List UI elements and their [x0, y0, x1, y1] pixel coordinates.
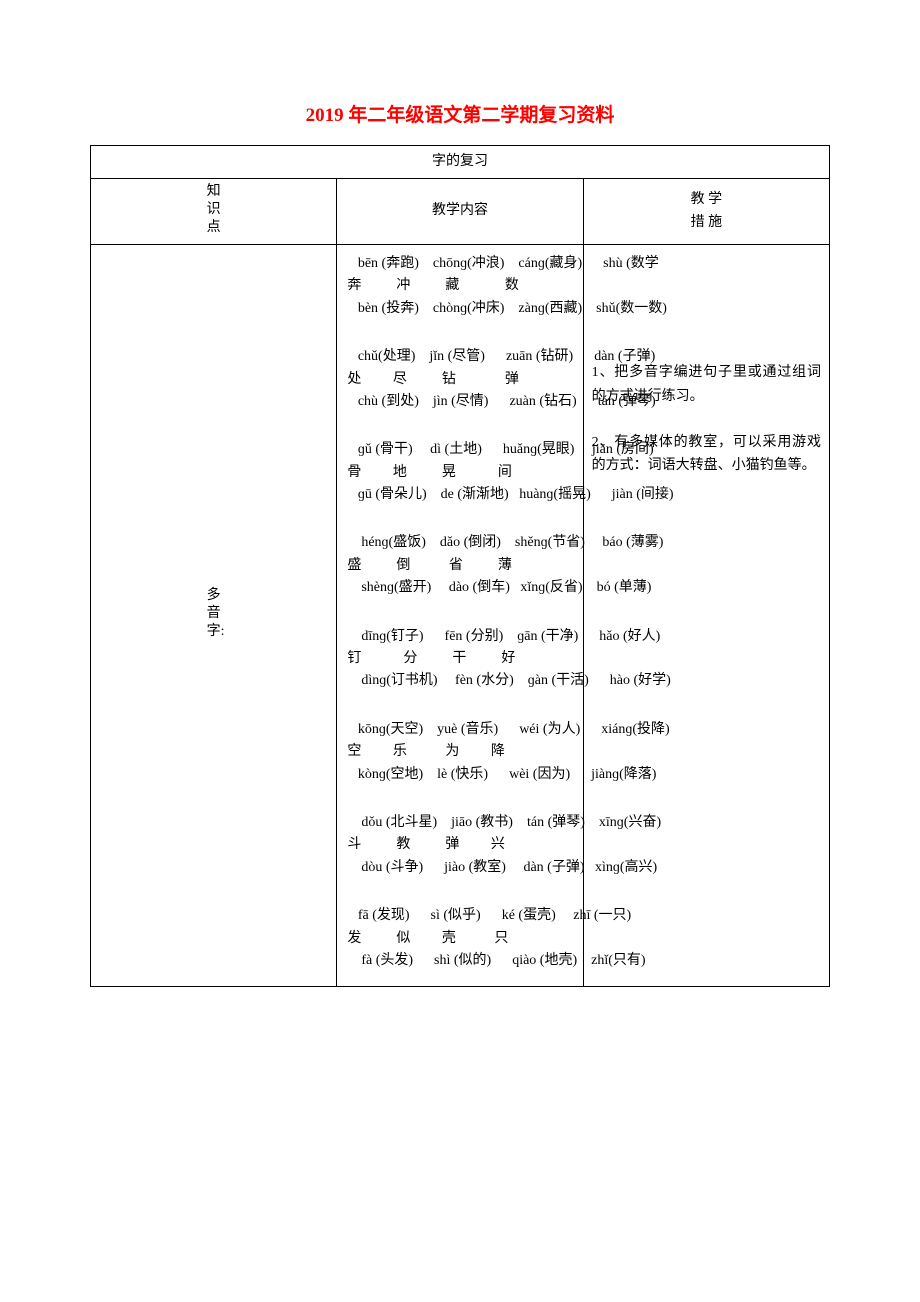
polyphone-group: fā (发现) sì (似乎) ké (蛋壳) zhī (一只)发 似 壳 只 …	[347, 905, 572, 972]
measure-paragraph: 1、把多音字编进句子里或通过组词的方式进行练习。	[592, 361, 821, 409]
col-header-content: 教学内容	[337, 178, 583, 244]
table-row: 多音字: bēn (奔跑) chōnɡ(冲浪) cánɡ(藏身) shù (数学…	[91, 244, 830, 986]
polyphone-group: kōnɡ(天空) yuè (音乐) wéi (为人) xiánɡ(投降)空 乐 …	[347, 719, 572, 786]
reading-line-top: hénɡ(盛饭) dǎo (倒闭) shěnɡ(节省) báo (薄雾)	[347, 532, 572, 554]
polyphone-group: dīnɡ(钉子) fēn (分别) ɡān (干净) hǎo (好人)钉 分 干…	[347, 626, 572, 693]
character-line: 发 似 壳 只	[347, 928, 572, 950]
section-header: 字的复习	[91, 146, 830, 179]
character-line: 奔 冲 藏 数	[347, 275, 572, 297]
reading-line-top: dǒu (北斗星) jiāo (教书) tán (弹琴) xīnɡ(兴奋)	[347, 812, 572, 834]
document-page: 2019 年二年级语文第二学期复习资料 字的复习 知识点 教学内容 教 学 措 …	[0, 0, 920, 1047]
reading-line-top: ɡǔ (骨干) dì (土地) huǎnɡ(晃眼) jiān (房间)	[347, 439, 572, 461]
col-header-right: 教 学 措 施	[583, 178, 829, 244]
reading-line-bottom: ɡū (骨朵儿) de (渐渐地) huànɡ(摇晃) jiàn (间接)	[347, 484, 572, 506]
reading-line-bottom: fà (头发) shì (似的) qiào (地壳) zhǐ(只有)	[347, 950, 572, 972]
character-line: 钉 分 干 好	[347, 648, 572, 670]
content-cell: bēn (奔跑) chōnɡ(冲浪) cánɡ(藏身) shù (数学奔 冲 藏…	[337, 244, 583, 986]
reading-line-bottom: dòu (斗争) jiào (教室) dàn (子弹) xìnɡ(高兴)	[347, 857, 572, 879]
character-line: 斗 教 弹 兴	[347, 834, 572, 856]
row-label-cell: 多音字:	[91, 244, 337, 986]
reading-line-top: chǔ(处理) jǐn (尽管) zuān (钻研) dàn (子弹)	[347, 346, 572, 368]
polyphone-group: chǔ(处理) jǐn (尽管) zuān (钻研) dàn (子弹)处 尽 钻…	[347, 346, 572, 413]
col-header-label: 知识点	[91, 178, 337, 244]
page-title: 2019 年二年级语文第二学期复习资料	[90, 100, 830, 127]
polyphone-group: dǒu (北斗星) jiāo (教书) tán (弹琴) xīnɡ(兴奋)斗 教…	[347, 812, 572, 879]
section-header-row: 字的复习	[91, 146, 830, 179]
character-line: 骨 地 晃 间	[347, 462, 572, 484]
character-line: 处 尽 钻 弹	[347, 369, 572, 391]
measure-paragraph: 2、有多媒体的教室，可以采用游戏的方式：词语大转盘、小猫钓鱼等。	[592, 431, 821, 479]
main-table: 字的复习 知识点 教学内容 教 学 措 施 多音字: bēn (奔跑) chōn…	[90, 145, 830, 987]
reading-line-top: fā (发现) sì (似乎) ké (蛋壳) zhī (一只)	[347, 905, 572, 927]
polyphone-group: hénɡ(盛饭) dǎo (倒闭) shěnɡ(节省) báo (薄雾)盛 倒 …	[347, 532, 572, 599]
character-line: 盛 倒 省 薄	[347, 555, 572, 577]
reading-line-bottom: kònɡ(空地) lè (快乐) wèi (因为) jiànɡ(降落)	[347, 764, 572, 786]
column-header-row: 知识点 教学内容 教 学 措 施	[91, 178, 830, 244]
reading-line-top: bēn (奔跑) chōnɡ(冲浪) cánɡ(藏身) shù (数学	[347, 253, 572, 275]
reading-line-bottom: bèn (投奔) chònɡ(冲床) zànɡ(西藏) shǔ(数一数)	[347, 298, 572, 320]
reading-line-top: kōnɡ(天空) yuè (音乐) wéi (为人) xiánɡ(投降)	[347, 719, 572, 741]
polyphone-group: ɡǔ (骨干) dì (土地) huǎnɡ(晃眼) jiān (房间)骨 地 晃…	[347, 439, 572, 506]
character-line: 空 乐 为 降	[347, 741, 572, 763]
polyphone-group: bēn (奔跑) chōnɡ(冲浪) cánɡ(藏身) shù (数学奔 冲 藏…	[347, 253, 572, 320]
reading-line-top: dīnɡ(钉子) fēn (分别) ɡān (干净) hǎo (好人)	[347, 626, 572, 648]
reading-line-bottom: shènɡ(盛开) dào (倒车) xǐnɡ(反省) bó (单薄)	[347, 577, 572, 599]
reading-line-bottom: dìnɡ(订书机) fèn (水分) ɡàn (干活) hào (好学)	[347, 670, 572, 692]
reading-line-bottom: chù (到处) jìn (尽情) zuàn (钻石) tán (弹琴)	[347, 391, 572, 413]
